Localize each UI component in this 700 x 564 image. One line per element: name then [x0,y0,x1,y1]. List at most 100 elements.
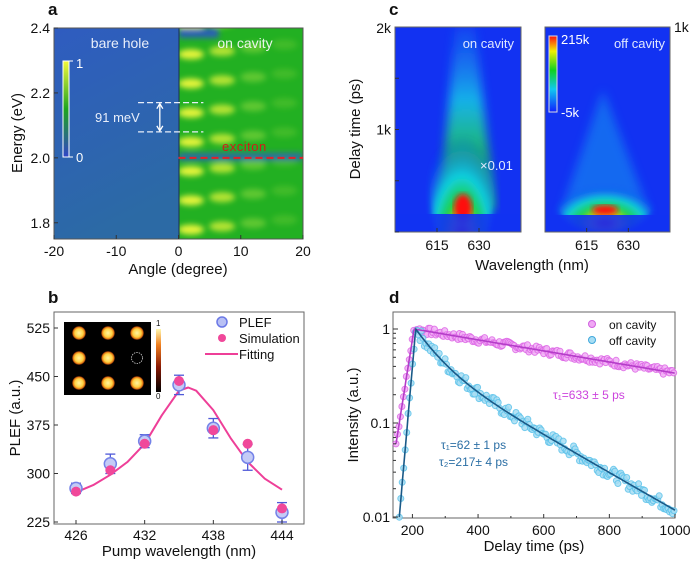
y-tick-label: 0.1 [371,415,391,431]
panel-c-label: c [389,0,398,19]
exciton-dark-band [179,152,303,161]
y-tick-label: 225 [27,514,51,530]
polariton-band [240,101,267,112]
y-tick-label: 1k [674,19,690,35]
region-label-cavity: on cavity [217,35,272,51]
x-tick-label: 600 [532,522,556,538]
polariton-band [240,14,266,24]
y-tick-label: 1.8 [31,215,51,231]
polariton-band [179,166,204,177]
polariton-band [179,195,204,206]
polariton-band [271,39,298,50]
y-tick-label: 1k [376,122,392,138]
x-tick-label: 10 [233,243,249,259]
y-tick-label: 2.0 [31,150,51,166]
legend-label-simulation: Simulation [239,331,300,346]
bare-hole-region [54,28,179,239]
polariton-band [271,68,298,79]
x-tick-label: -10 [106,243,126,259]
y-axis-label: PLEF (a.u.) [7,380,24,457]
y-axis-label: Intensity (a.u.) [345,367,362,462]
x-tick-label: 200 [401,522,425,538]
polariton-band [179,136,204,147]
off-cavity-fit [398,327,676,518]
inset-heatmap: 1 0 [64,319,161,401]
simulation-point [174,376,184,387]
x-tick-label: -20 [44,243,64,259]
polariton-band [209,133,236,144]
polariton-band [240,42,267,53]
y-axis-label: Delay time (ps) [347,79,364,180]
off-cavity-point [623,474,631,481]
colorbar [62,60,70,158]
legend-label-fitting: Fitting [239,347,274,362]
plef-point [240,450,255,465]
polariton-band [209,104,236,115]
polariton-band [209,46,236,57]
inset-dot [130,376,144,390]
polariton-band [271,244,297,254]
plot-frame [544,26,671,233]
y-tick-label: 1 [382,321,390,337]
inset-dot [101,326,115,340]
x-tick-label: 432 [133,527,157,543]
legend-marker-plef [216,316,228,328]
legend-marker-simulation [218,334,226,342]
y-tick-label: 375 [27,417,51,433]
colorbar-max: 215k [561,32,590,47]
polariton-band [179,78,204,89]
legend: on cavity off cavity [588,318,656,348]
polariton-band [271,214,298,225]
x-axis-label: Pump wavelength (nm) [102,543,256,560]
panel-b-label: b [48,288,58,307]
polariton-band [209,192,236,203]
inset-dot [72,376,86,390]
inset-colorbar-max: 1 [156,319,161,328]
panel-a: a 1 0 bare hole on cavity 91 meV exciton… [9,0,311,278]
legend: PLEF Simulation Fitting [205,315,300,362]
simulation-point [139,438,150,449]
x-tick-label: 444 [270,527,294,543]
y-tick-label: 0.01 [363,509,390,525]
panel-label-off-cavity: off cavity [614,36,666,51]
tau-on-cavity: τ₁=633 ± 5 ps [553,388,625,402]
x-axis-label: Wavelength (nm) [475,257,589,274]
polariton-band [209,75,236,86]
tau1-off-cavity: τ₁=62 ± 1 ps [441,438,506,452]
x-tick-label: 615 [575,237,599,253]
x-tick-label: 630 [467,237,491,253]
x-tick-label: 1000 [659,522,690,538]
inset-empty-site [131,352,143,364]
panel-a-label: a [48,0,58,19]
legend-label-plef: PLEF [239,315,272,330]
simulation-point [105,465,116,476]
panel-b: b 1 0 426 432 438 444 225 300 375 450 525 PLEF S… [7,288,305,560]
y-tick-label: 450 [27,369,51,385]
spacing-label: 91 meV [95,110,140,125]
polariton-band [179,107,204,118]
y-tick-label: 300 [27,466,51,482]
streak-off-cavity [545,27,670,232]
polariton-band [179,49,204,60]
polariton-band [240,130,267,141]
simulation-point [277,503,287,514]
on-cavity-fit [395,328,675,445]
streak-on-cavity [395,27,521,232]
exciton-label: exciton [222,139,267,154]
x-tick-label: 20 [295,243,311,259]
panel-d-label: d [389,288,399,307]
polariton-band [271,127,298,138]
x-tick-label: 0 [175,243,183,259]
x-tick-label: 630 [617,237,641,253]
inset-colorbar-min: 0 [156,392,161,401]
inset-colorbar [156,329,161,392]
panel-c: c 215k -5k on cavity off cavity ×0.01 2k… [347,0,690,274]
polariton-band [240,188,267,199]
x-tick-label: 438 [202,527,226,543]
inset-dot [72,326,86,340]
inset-dot [130,326,144,340]
y-tick-label: 2.4 [31,20,51,36]
colorbar-min: -5k [561,105,580,120]
simulation-point [208,425,219,436]
